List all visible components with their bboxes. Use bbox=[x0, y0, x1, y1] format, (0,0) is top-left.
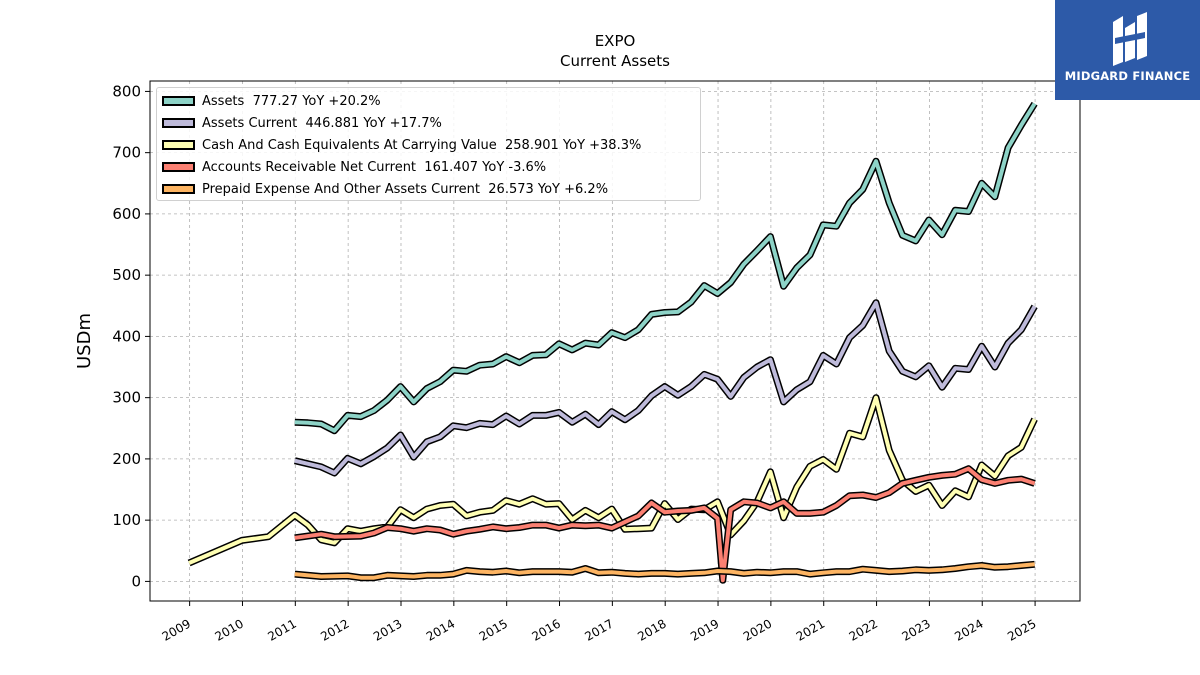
legend-item-cash: Cash And Cash Equivalents At Carrying Va… bbox=[162, 135, 641, 155]
x-tick-label: 2025 bbox=[1005, 616, 1038, 643]
legend-swatch bbox=[162, 184, 195, 194]
x-tick-label: 2021 bbox=[794, 616, 827, 643]
x-tick-label: 2020 bbox=[741, 616, 774, 643]
y-axis-ticks: 0 100 200 300 400 500 600 700 800 bbox=[112, 82, 150, 590]
x-tick-label: 2017 bbox=[582, 616, 615, 643]
x-axis-ticks: 2009 2010 2011 2012 2013 2014 2015 2016 2017 2018… bbox=[160, 601, 1039, 644]
x-tick-label: 2018 bbox=[635, 616, 668, 643]
series-line bbox=[293, 299, 1038, 477]
midgard-logo-icon bbox=[1113, 12, 1147, 66]
legend-label: Assets Current 446.881 YoY +17.7% bbox=[202, 115, 442, 131]
legend-swatch bbox=[162, 162, 195, 172]
x-tick-label: 2012 bbox=[318, 616, 351, 643]
series-line bbox=[294, 560, 1035, 582]
series-stroke bbox=[294, 562, 1035, 580]
y-tick-label: 200 bbox=[112, 450, 141, 468]
series-line bbox=[294, 101, 1038, 435]
x-tick-label: 2010 bbox=[213, 616, 246, 643]
series-line bbox=[294, 465, 1036, 584]
x-tick-label: 2016 bbox=[530, 616, 563, 643]
legend: Assets 777.27 YoY +20.2% Assets Current … bbox=[156, 87, 701, 201]
y-tick-label: 300 bbox=[112, 389, 141, 407]
legend-swatch bbox=[162, 140, 195, 150]
brand-logo: MIDGARD FINANCE bbox=[1055, 0, 1200, 100]
series-stroke bbox=[294, 466, 1036, 583]
y-tick-label: 600 bbox=[112, 205, 141, 223]
legend-label: Accounts Receivable Net Current 161.407 … bbox=[202, 159, 547, 175]
y-tick-label: 0 bbox=[131, 572, 141, 590]
chart-title: EXPO bbox=[594, 32, 636, 50]
x-tick-label: 2014 bbox=[424, 616, 457, 643]
chart-subtitle: Current Assets bbox=[560, 52, 670, 70]
series-lines bbox=[187, 101, 1038, 584]
legend-item-prepaid: Prepaid Expense And Other Assets Current… bbox=[162, 179, 608, 199]
y-tick-label: 400 bbox=[112, 327, 141, 345]
x-tick-label: 2019 bbox=[688, 616, 721, 643]
legend-swatch bbox=[162, 118, 195, 128]
x-tick-label: 2015 bbox=[477, 616, 510, 643]
x-tick-label: 2024 bbox=[952, 616, 985, 643]
y-tick-label: 500 bbox=[112, 266, 141, 284]
x-tick-label: 2013 bbox=[371, 616, 404, 643]
legend-item-assets: Assets 777.27 YoY +20.2% bbox=[162, 91, 381, 111]
y-axis-label: USDm bbox=[74, 313, 95, 369]
series-stroke bbox=[294, 102, 1037, 433]
series-stroke bbox=[294, 300, 1037, 475]
x-tick-label: 2023 bbox=[899, 616, 932, 643]
plot-frame bbox=[149, 80, 1081, 602]
legend-swatch bbox=[162, 96, 195, 106]
y-tick-label: 100 bbox=[112, 511, 141, 529]
x-tick-label: 2022 bbox=[847, 616, 880, 643]
y-tick-label: 800 bbox=[112, 82, 141, 100]
legend-label: Prepaid Expense And Other Assets Current… bbox=[202, 181, 609, 197]
legend-item-assets-current: Assets Current 446.881 YoY +17.7% bbox=[162, 113, 442, 133]
legend-label: Assets 777.27 YoY +20.2% bbox=[202, 93, 381, 109]
y-tick-label: 700 bbox=[112, 144, 141, 162]
legend-item-receivables: Accounts Receivable Net Current 161.407 … bbox=[162, 157, 546, 177]
x-tick-label: 2009 bbox=[160, 616, 193, 643]
x-tick-label: 2011 bbox=[265, 616, 298, 643]
legend-label: Cash And Cash Equivalents At Carrying Va… bbox=[202, 137, 642, 153]
brand-name: MIDGARD FINANCE bbox=[1064, 69, 1191, 83]
